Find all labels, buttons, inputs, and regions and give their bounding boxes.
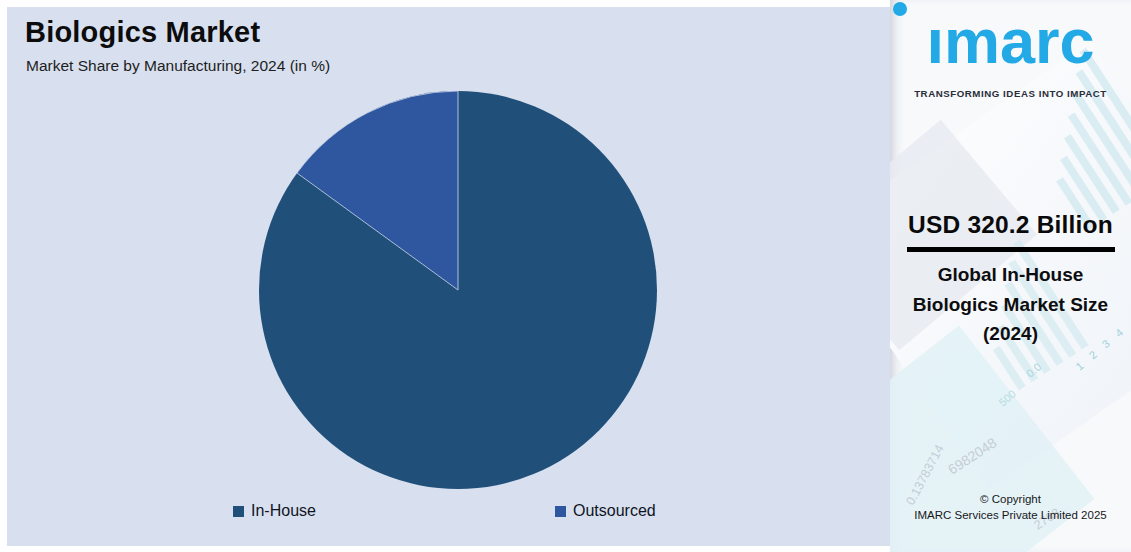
imarc-logo-dot-icon xyxy=(893,2,907,16)
copyright-notice: © Copyright IMARC Services Private Limit… xyxy=(890,492,1131,523)
infographic-canvas: Biologics Market Market Share by Manufac… xyxy=(0,0,1131,552)
legend-swatch-outsourced xyxy=(555,506,566,517)
chart-subtitle: Market Share by Manufacturing, 2024 (in … xyxy=(26,57,330,75)
market-size-label-line: (2024) xyxy=(890,319,1131,349)
sidebar-content: ımarc TRANSFORMING IDEAS INTO IMPACT USD… xyxy=(890,0,1131,552)
market-size-label-line: Global In-House xyxy=(890,260,1131,290)
imarc-logo: ımarc xyxy=(890,8,1131,74)
legend-label-in-house: In-House xyxy=(251,502,316,520)
market-size-label: Global In-House Biologics Market Size (2… xyxy=(890,260,1131,349)
sidebar: 6982048 0.13783714 2768 1 2 3 4 0.0 500 … xyxy=(890,0,1131,552)
copyright-line: © Copyright xyxy=(890,492,1131,508)
divider xyxy=(907,247,1115,252)
pie-chart xyxy=(248,80,668,500)
legend-item-outsourced: Outsourced xyxy=(555,502,656,520)
legend-item-in-house: In-House xyxy=(233,502,316,520)
imarc-logo-text: ımarc xyxy=(926,8,1094,74)
copyright-line: IMARC Services Private Limited 2025 xyxy=(890,508,1131,524)
legend-label-outsourced: Outsourced xyxy=(573,502,656,520)
page-title: Biologics Market xyxy=(25,16,260,49)
market-size-label-line: Biologics Market Size xyxy=(890,290,1131,320)
market-size-value: USD 320.2 Billion xyxy=(890,211,1131,239)
legend-swatch-in-house xyxy=(233,506,244,517)
imarc-tagline: TRANSFORMING IDEAS INTO IMPACT xyxy=(890,88,1131,99)
